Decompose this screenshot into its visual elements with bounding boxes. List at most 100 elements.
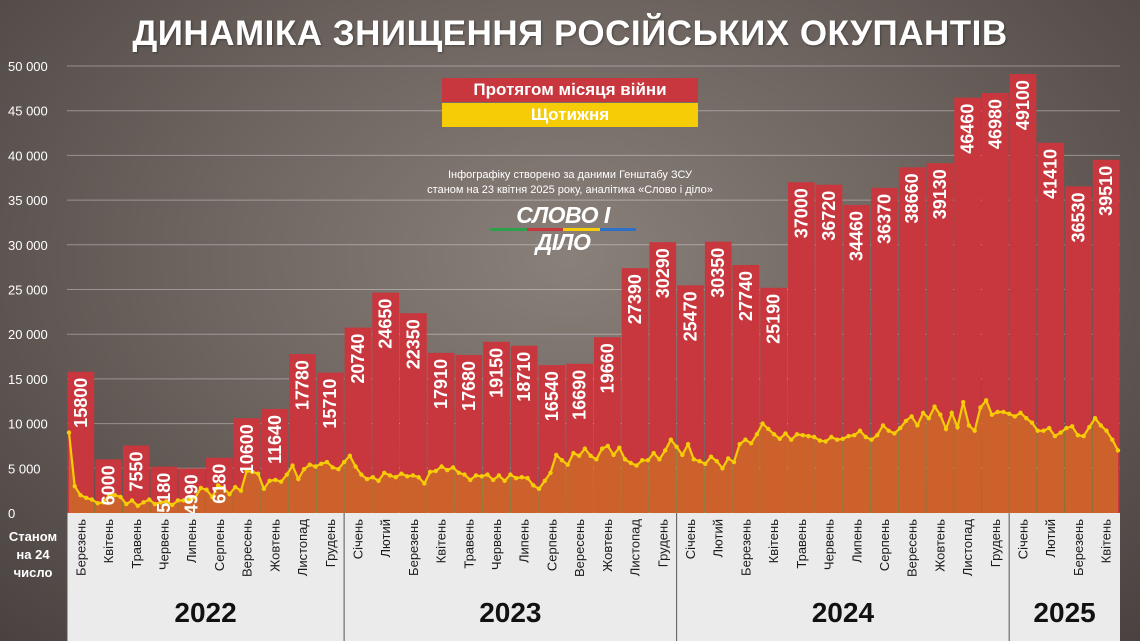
bar-value-label: 41410 <box>1041 149 1061 199</box>
weekly-point <box>800 433 805 438</box>
x-axis-strip <box>67 513 1120 641</box>
bar-value-label: 38660 <box>902 173 922 223</box>
y-tick-label: 15 000 <box>8 372 48 387</box>
weekly-point <box>164 499 169 504</box>
weekly-point <box>313 464 318 469</box>
x-tick-label: Серпень <box>877 519 892 571</box>
bar-value-label: 17910 <box>431 359 451 409</box>
weekly-point <box>857 428 863 433</box>
weekly-point <box>244 468 249 474</box>
weekly-point <box>147 497 152 502</box>
weekly-point <box>1098 423 1104 428</box>
weekly-point <box>846 433 851 439</box>
bar <box>649 242 677 513</box>
weekly-point <box>238 488 244 493</box>
weekly-point <box>657 457 662 462</box>
weekly-point <box>789 437 794 442</box>
weekly-point <box>823 439 828 444</box>
bar-value-label: 27390 <box>625 274 645 324</box>
weekly-point <box>634 463 639 468</box>
bars <box>67 74 1120 514</box>
bar-value-label: 24650 <box>376 299 396 349</box>
weekly-point <box>582 446 588 451</box>
weekly-point <box>393 475 398 480</box>
year-label: 2023 <box>479 597 541 628</box>
weekly-point <box>1052 433 1058 439</box>
weekly-point <box>284 472 290 477</box>
bar-value-label: 16540 <box>542 371 562 421</box>
weekly-point <box>261 486 267 492</box>
bar <box>677 285 704 513</box>
weekly-point <box>840 436 846 441</box>
weekly-point <box>83 495 89 501</box>
bar-value-label: 4990 <box>182 474 202 514</box>
bar <box>815 184 843 513</box>
weekly-point <box>531 483 536 488</box>
bar-value-label: 25190 <box>764 294 784 344</box>
weekly-point <box>955 424 960 430</box>
bar <box>289 354 316 513</box>
y-tick-label: 5 000 <box>8 461 41 476</box>
weekly-point <box>760 421 765 426</box>
x-tick-label: Червень <box>822 519 837 570</box>
weekly-point <box>106 492 112 498</box>
weekly-point <box>456 470 461 475</box>
weekly-point <box>576 453 582 458</box>
weekly-point <box>622 457 628 462</box>
weekly-point <box>233 484 238 490</box>
y-tick-label: 40 000 <box>8 148 48 163</box>
weekly-point <box>748 441 754 446</box>
bar-value-label: 17780 <box>293 360 313 410</box>
weekly-point <box>72 483 77 489</box>
weekly-point <box>691 457 697 462</box>
weekly-point <box>1058 430 1063 435</box>
legend-monthly: Протягом місяця війни <box>442 78 698 102</box>
x-tick-label: Січень <box>350 519 365 559</box>
weekly-point <box>1012 414 1018 419</box>
bar-value-label: 7550 <box>126 452 146 492</box>
bar-value-label: 10600 <box>237 424 257 474</box>
weekly-point <box>674 444 679 450</box>
weekly-point <box>135 503 140 509</box>
bar-value-label: 46980 <box>985 99 1005 149</box>
weekly-point <box>141 500 146 505</box>
weekly-point <box>1029 420 1035 425</box>
weekly-point <box>192 495 198 501</box>
bar <box>981 92 1009 513</box>
x-tick-label: Квітень <box>766 519 781 564</box>
x-tick-label: Вересень <box>572 519 587 577</box>
weekly-point <box>852 433 857 438</box>
year-label: 2025 <box>1033 597 1095 628</box>
weekly-point <box>880 423 886 428</box>
bar-value-label: 20740 <box>348 334 368 384</box>
x-tick-label: Липень <box>517 519 532 563</box>
weekly-point <box>296 476 301 482</box>
weekly-point <box>743 437 748 442</box>
weekly-point <box>703 461 708 467</box>
weekly-point <box>479 474 484 479</box>
bar <box>594 337 621 513</box>
weekly-point <box>273 477 278 483</box>
weekly-point <box>112 492 118 498</box>
weekly-point <box>1006 411 1012 416</box>
x-tick-label: Червень <box>489 519 504 570</box>
bar-value-label: 27740 <box>736 271 756 321</box>
weekly-point <box>548 470 553 475</box>
weekly-point <box>221 485 226 491</box>
weekly-point <box>525 475 530 481</box>
weekly-point <box>599 446 605 451</box>
bar <box>1009 74 1037 514</box>
weekly-point <box>158 500 163 505</box>
weekly-point <box>668 437 674 442</box>
bar <box>316 372 344 513</box>
weekly-point <box>439 464 444 469</box>
x-tick-label: Березень <box>73 519 88 576</box>
weekly-point <box>1115 448 1121 453</box>
x-tick-label: Травень <box>794 519 809 569</box>
source-line-1: Інфографіку створено за даними Генштабу … <box>447 169 693 181</box>
weekly-point <box>983 398 989 403</box>
weekly-point <box>834 437 840 442</box>
weekly-point <box>1018 410 1023 416</box>
bar <box>344 327 372 513</box>
y-tick-label: 20 000 <box>8 327 48 342</box>
